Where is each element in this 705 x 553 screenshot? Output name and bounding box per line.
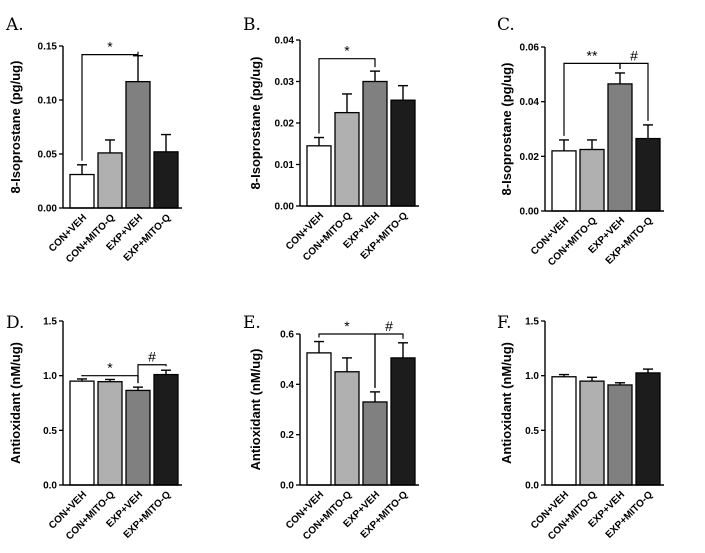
y-axis-label: Antioxidant (nM/ug) — [8, 342, 23, 464]
y-tick-label: 0.5 — [43, 426, 57, 437]
bar-con-mito-q — [579, 148, 605, 212]
significance-bracket — [619, 62, 649, 121]
bar-exp-mito-q — [390, 99, 416, 207]
bar-exp-mito-q — [153, 151, 179, 209]
bar-con-mito-q — [334, 371, 360, 486]
bar-exp-mito-q — [635, 137, 661, 212]
y-tick-label: 0.0 — [280, 481, 294, 492]
bar-con-veh — [306, 145, 332, 207]
y-tick-label: 0.01 — [275, 160, 295, 171]
panel-letter: D. — [6, 313, 24, 333]
x-category-label: CON+MITO-Q — [546, 489, 599, 542]
y-axis-label: Antioxidant (nM/ug) — [499, 342, 514, 464]
significance-bracket — [374, 333, 404, 388]
x-category-label: CON+MITO-Q — [301, 489, 354, 542]
y-tick-label: 1.0 — [525, 371, 539, 382]
significance-label: # — [148, 349, 156, 365]
bar-exp-mito-q — [635, 372, 661, 486]
significance-bracket — [81, 51, 139, 161]
panel-letter: F. — [497, 313, 512, 333]
panel-letter: E. — [243, 313, 261, 333]
bar-con-veh — [551, 150, 577, 212]
bar-con-mito-q — [97, 152, 123, 209]
bar-con-veh — [69, 173, 95, 209]
bar-con-mito-q — [97, 381, 123, 486]
y-tick-label: 0.6 — [280, 330, 294, 341]
y-tick-label: 0.02 — [520, 152, 540, 163]
bar-con-veh — [551, 376, 577, 486]
y-tick-label: 0.02 — [275, 119, 295, 130]
y-axis-label: 8-Isoprostane (pg/ug) — [499, 63, 514, 196]
y-tick-label: 0.15 — [38, 42, 58, 53]
x-category-label: CON+MITO-Q — [546, 215, 599, 268]
bar-exp-mito-q — [153, 373, 179, 486]
y-tick-label: 0.03 — [275, 77, 295, 88]
chart-panel-5: E.Antioxidant (nM/ug)0.00.20.40.6CON+VEH… — [243, 313, 419, 542]
y-tick-label: 0.04 — [520, 97, 540, 108]
y-tick-label: 0.00 — [38, 204, 58, 215]
y-tick-label: 0.5 — [525, 426, 539, 437]
bar-con-mito-q — [579, 380, 605, 486]
bar-con-veh — [306, 352, 332, 486]
x-category-label: CON+MITO-Q — [64, 212, 117, 265]
significance-label: # — [385, 318, 393, 334]
bar-exp-veh — [362, 80, 388, 207]
significance-label: ** — [587, 47, 598, 63]
significance-label: # — [630, 47, 638, 63]
y-tick-label: 0.00 — [520, 207, 540, 218]
significance-label: * — [107, 39, 113, 55]
y-axis-label: 8-Isoprostane (pg/ug) — [248, 57, 263, 190]
chart-panel-6: F.Antioxidant (nM/ug)0.00.51.01.5CON+VEH… — [497, 313, 664, 542]
significance-label: * — [344, 318, 350, 334]
bar-exp-veh — [607, 384, 633, 486]
y-tick-label: 0.0 — [43, 481, 57, 492]
y-tick-label: 0.04 — [275, 36, 295, 47]
y-tick-label: 0.2 — [280, 430, 294, 441]
x-category-label: CON+MITO-Q — [64, 489, 117, 542]
panel-letter: B. — [243, 15, 261, 35]
y-tick-label: 0.05 — [38, 150, 58, 161]
significance-label: * — [107, 360, 113, 376]
y-tick-label: 1.0 — [43, 371, 57, 382]
chart-panel-1: A. 8-Isoprostane (pg/ug) 0.00 0.05 0.10 0.15 C… — [5, 15, 182, 265]
y-tick-label: 1.5 — [525, 317, 539, 328]
bar-exp-mito-q — [390, 357, 416, 486]
chart-panel-3: C. 8-Isoprostane (pg/ug) 0.00 0.02 0.04 0.06 C… — [497, 15, 664, 268]
significance-label: * — [344, 43, 350, 59]
y-tick-label: 0.0 — [525, 481, 539, 492]
panel-letter: C. — [497, 15, 515, 35]
significance-bracket — [318, 58, 376, 134]
panel-letter: A. — [5, 15, 24, 35]
bar-exp-veh — [125, 80, 151, 209]
x-category-label: CON+MITO-Q — [301, 210, 354, 263]
y-axis-label: Antioxidant (nM/ug) — [248, 348, 263, 470]
y-tick-label: 0.00 — [275, 202, 295, 213]
significance-bracket — [137, 364, 167, 384]
y-axis-label: 8-Isoprostane (pg/ug) — [8, 61, 23, 194]
bar-exp-veh — [607, 83, 633, 212]
bar-con-mito-q — [334, 111, 360, 207]
chart-panel-2: B. 8-Isoprostane (pg/ug) 0.00 0.01 0.02 0.03 0… — [243, 15, 419, 263]
y-tick-label: 0.4 — [280, 380, 294, 391]
y-tick-label: 1.5 — [43, 317, 57, 328]
bar-exp-veh — [362, 401, 388, 486]
y-tick-label: 0.10 — [38, 96, 58, 107]
y-tick-label: 0.06 — [520, 43, 540, 54]
bar-exp-veh — [125, 389, 151, 486]
chart-panel-4: D.Antioxidant (nM/ug)0.00.51.01.5CON+VEH… — [6, 313, 182, 542]
bar-con-veh — [69, 380, 95, 486]
